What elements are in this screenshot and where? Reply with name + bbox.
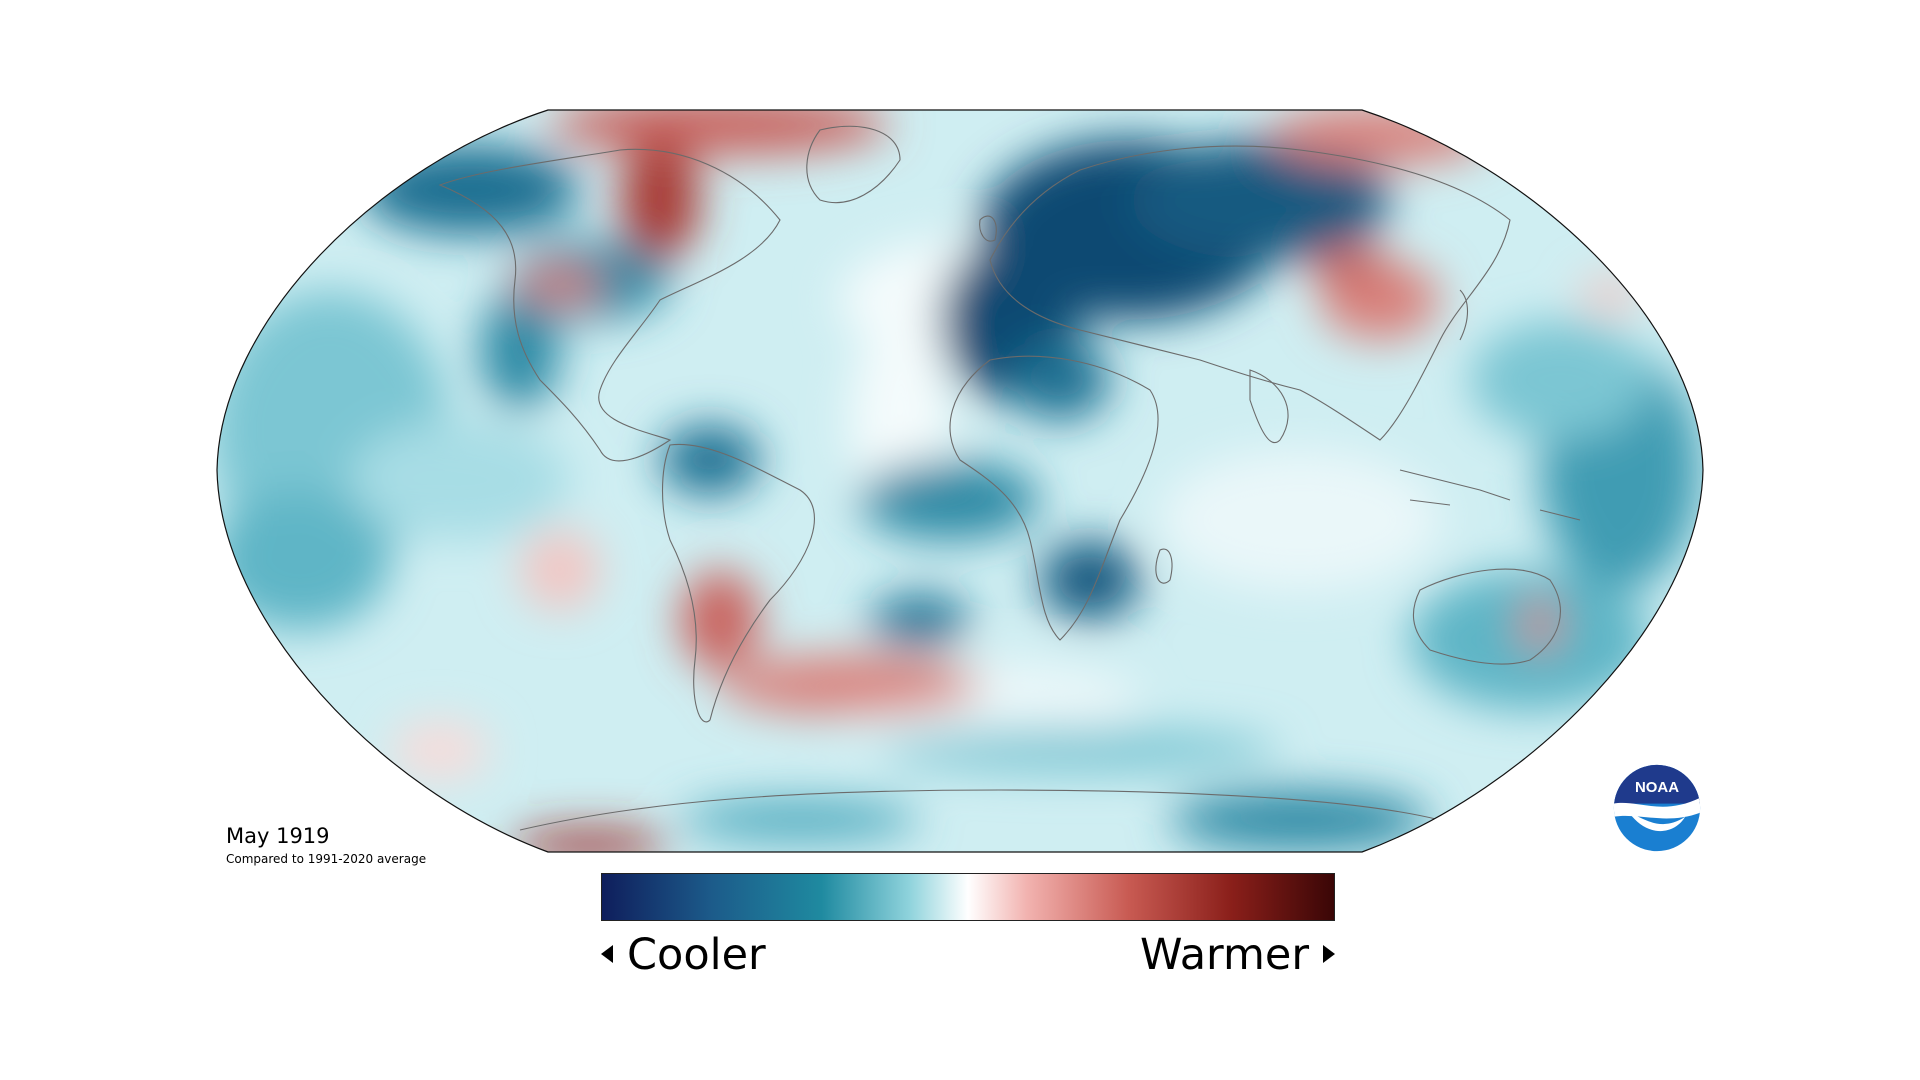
map-subtitle: Compared to 1991-2020 average — [226, 852, 427, 866]
arrow-left-icon — [601, 944, 613, 963]
noaa-logo-text: NOAA — [1635, 779, 1679, 796]
coastlines — [438, 125, 1581, 831]
anomaly-field — [217, 110, 1703, 852]
colorbar — [601, 873, 1335, 921]
globe-outline — [216, 109, 1704, 853]
noaa-logo: NOAA — [1613, 764, 1701, 852]
map-title: May 1919 — [226, 824, 330, 848]
legend-cooler: Cooler — [601, 930, 766, 980]
legend-cooler-label: Cooler — [627, 930, 766, 980]
arrow-right-icon — [1323, 944, 1335, 963]
legend-labels: Cooler Warmer — [601, 930, 1335, 980]
legend-warmer-label: Warmer — [1139, 930, 1309, 980]
legend-warmer: Warmer — [1140, 930, 1335, 980]
colorbar-gradient — [602, 874, 1334, 920]
